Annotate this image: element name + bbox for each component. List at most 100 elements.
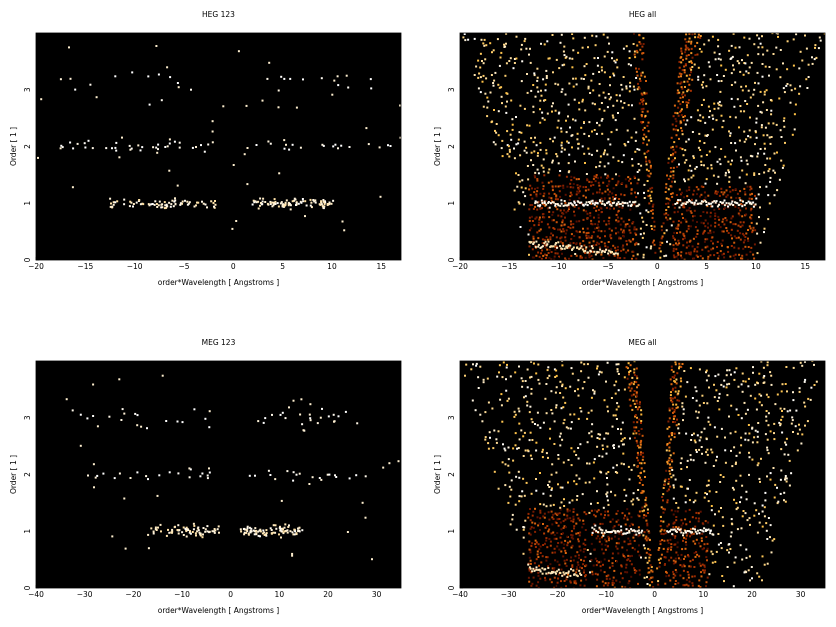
heatmap-pixel	[564, 216, 566, 219]
heatmap-pixel	[542, 166, 545, 169]
heatmap-pixel	[318, 203, 321, 206]
heatmap-pixel	[713, 51, 716, 54]
heatmap-pixel	[575, 483, 578, 486]
heatmap-pixel	[549, 544, 552, 547]
heatmap-pixel	[549, 238, 552, 241]
heatmap-pixel	[633, 390, 636, 392]
heatmap-pixel	[633, 426, 636, 429]
heatmap-pixel	[176, 529, 179, 531]
heatmap-pixel	[781, 383, 784, 386]
heatmap-pixel	[636, 148, 639, 151]
heatmap-pixel	[647, 189, 650, 192]
heatmap-pixel	[564, 539, 567, 542]
heatmap-pixel	[612, 576, 615, 579]
heatmap-pixel	[693, 63, 696, 66]
heatmap-pixel	[738, 139, 741, 142]
heatmap-pixel	[721, 220, 724, 223]
heatmap-pixel	[774, 171, 776, 174]
heatmap-pixel	[548, 248, 551, 251]
heatmap-pixel	[573, 573, 576, 576]
heatmap-pixel	[615, 58, 618, 61]
heatmap-pixel	[671, 160, 674, 163]
heatmap-pixel	[702, 186, 705, 188]
heatmap-pixel	[532, 510, 535, 513]
heatmap-pixel	[272, 524, 275, 527]
heatmap-pixel	[698, 48, 701, 50]
heatmap-pixel	[492, 141, 495, 144]
heatmap-pixel	[254, 474, 256, 477]
heatmap-pixel	[717, 373, 720, 376]
heatmap-pixel	[666, 240, 668, 243]
heatmap-pixel	[594, 515, 597, 518]
heatmap-pixel	[204, 528, 207, 531]
heatmap-pixel	[638, 34, 641, 37]
heatmap-pixel	[792, 431, 794, 433]
heatmap-pixel	[597, 213, 600, 216]
heatmap-pixel	[504, 484, 507, 487]
heatmap-pixel	[668, 199, 671, 202]
heatmap-pixel	[581, 98, 584, 101]
heatmap-pixel	[622, 248, 625, 251]
heatmap-pixel	[567, 205, 570, 208]
heatmap-pixel	[539, 204, 542, 207]
heatmap-pixel	[541, 555, 544, 558]
heatmap-pixel	[522, 191, 525, 194]
heatmap-pixel	[563, 45, 566, 48]
heatmap-pixel	[111, 147, 113, 150]
heatmap-pixel	[337, 147, 339, 150]
heatmap-pixel	[699, 529, 702, 531]
heatmap-pixel	[637, 529, 640, 532]
heatmap-pixel	[310, 206, 313, 209]
heatmap-pixel	[321, 205, 324, 208]
heatmap-pixel	[696, 250, 699, 253]
heatmap-pixel	[637, 475, 640, 477]
heatmap-pixel	[547, 456, 549, 459]
heatmap-pixel	[547, 366, 550, 369]
heatmap-pixel	[690, 40, 693, 43]
heatmap-pixel	[546, 243, 549, 246]
heatmap-pixel	[576, 561, 579, 564]
heatmap-pixel	[783, 453, 786, 456]
heatmap-pixel	[557, 573, 560, 576]
heatmap-pixel	[571, 499, 574, 502]
heatmap-pixel	[702, 232, 704, 235]
heatmap-pixel	[500, 393, 503, 396]
heatmap-pixel	[784, 478, 786, 481]
heatmap-pixel	[701, 248, 704, 251]
heatmap-pixel	[739, 225, 742, 228]
heatmap-pixel	[710, 224, 712, 227]
heatmap-pixel	[642, 516, 645, 519]
heatmap-pixel	[637, 82, 639, 85]
heatmap-pixel	[551, 161, 554, 164]
heatmap-pixel	[616, 368, 619, 371]
heatmap-pixel	[284, 203, 287, 206]
heatmap-pixel	[642, 490, 645, 493]
heatmap-pixel	[579, 247, 582, 250]
heatmap-pixel	[291, 200, 294, 203]
heatmap-pixel	[645, 514, 648, 517]
heatmap-pixel	[305, 204, 308, 207]
heatmap-pixel	[586, 462, 588, 465]
heatmap-pixel	[615, 380, 618, 383]
heatmap-pixel	[92, 383, 95, 386]
heatmap-pixel	[798, 387, 801, 390]
heatmap-pixel	[558, 548, 561, 551]
heatmap-pixel	[680, 380, 683, 383]
heatmap-pixel	[688, 83, 691, 86]
heatmap-pixel	[731, 486, 734, 489]
heatmap-pixel	[547, 573, 549, 576]
heatmap-pixel	[554, 82, 557, 85]
heatmap-pixel	[543, 242, 546, 245]
heatmap-pixel	[569, 220, 572, 223]
heatmap-pixel	[738, 214, 741, 217]
heatmap-pixel	[638, 573, 641, 576]
heatmap-pixel	[648, 159, 651, 162]
heatmap-pixel	[528, 540, 531, 543]
heatmap-pixel	[288, 406, 290, 409]
heatmap-pixel	[571, 534, 574, 537]
heatmap-pixel	[760, 124, 763, 127]
heatmap-pixel	[481, 420, 484, 423]
heatmap-pixel	[586, 204, 589, 207]
heatmap-pixel	[603, 165, 606, 168]
